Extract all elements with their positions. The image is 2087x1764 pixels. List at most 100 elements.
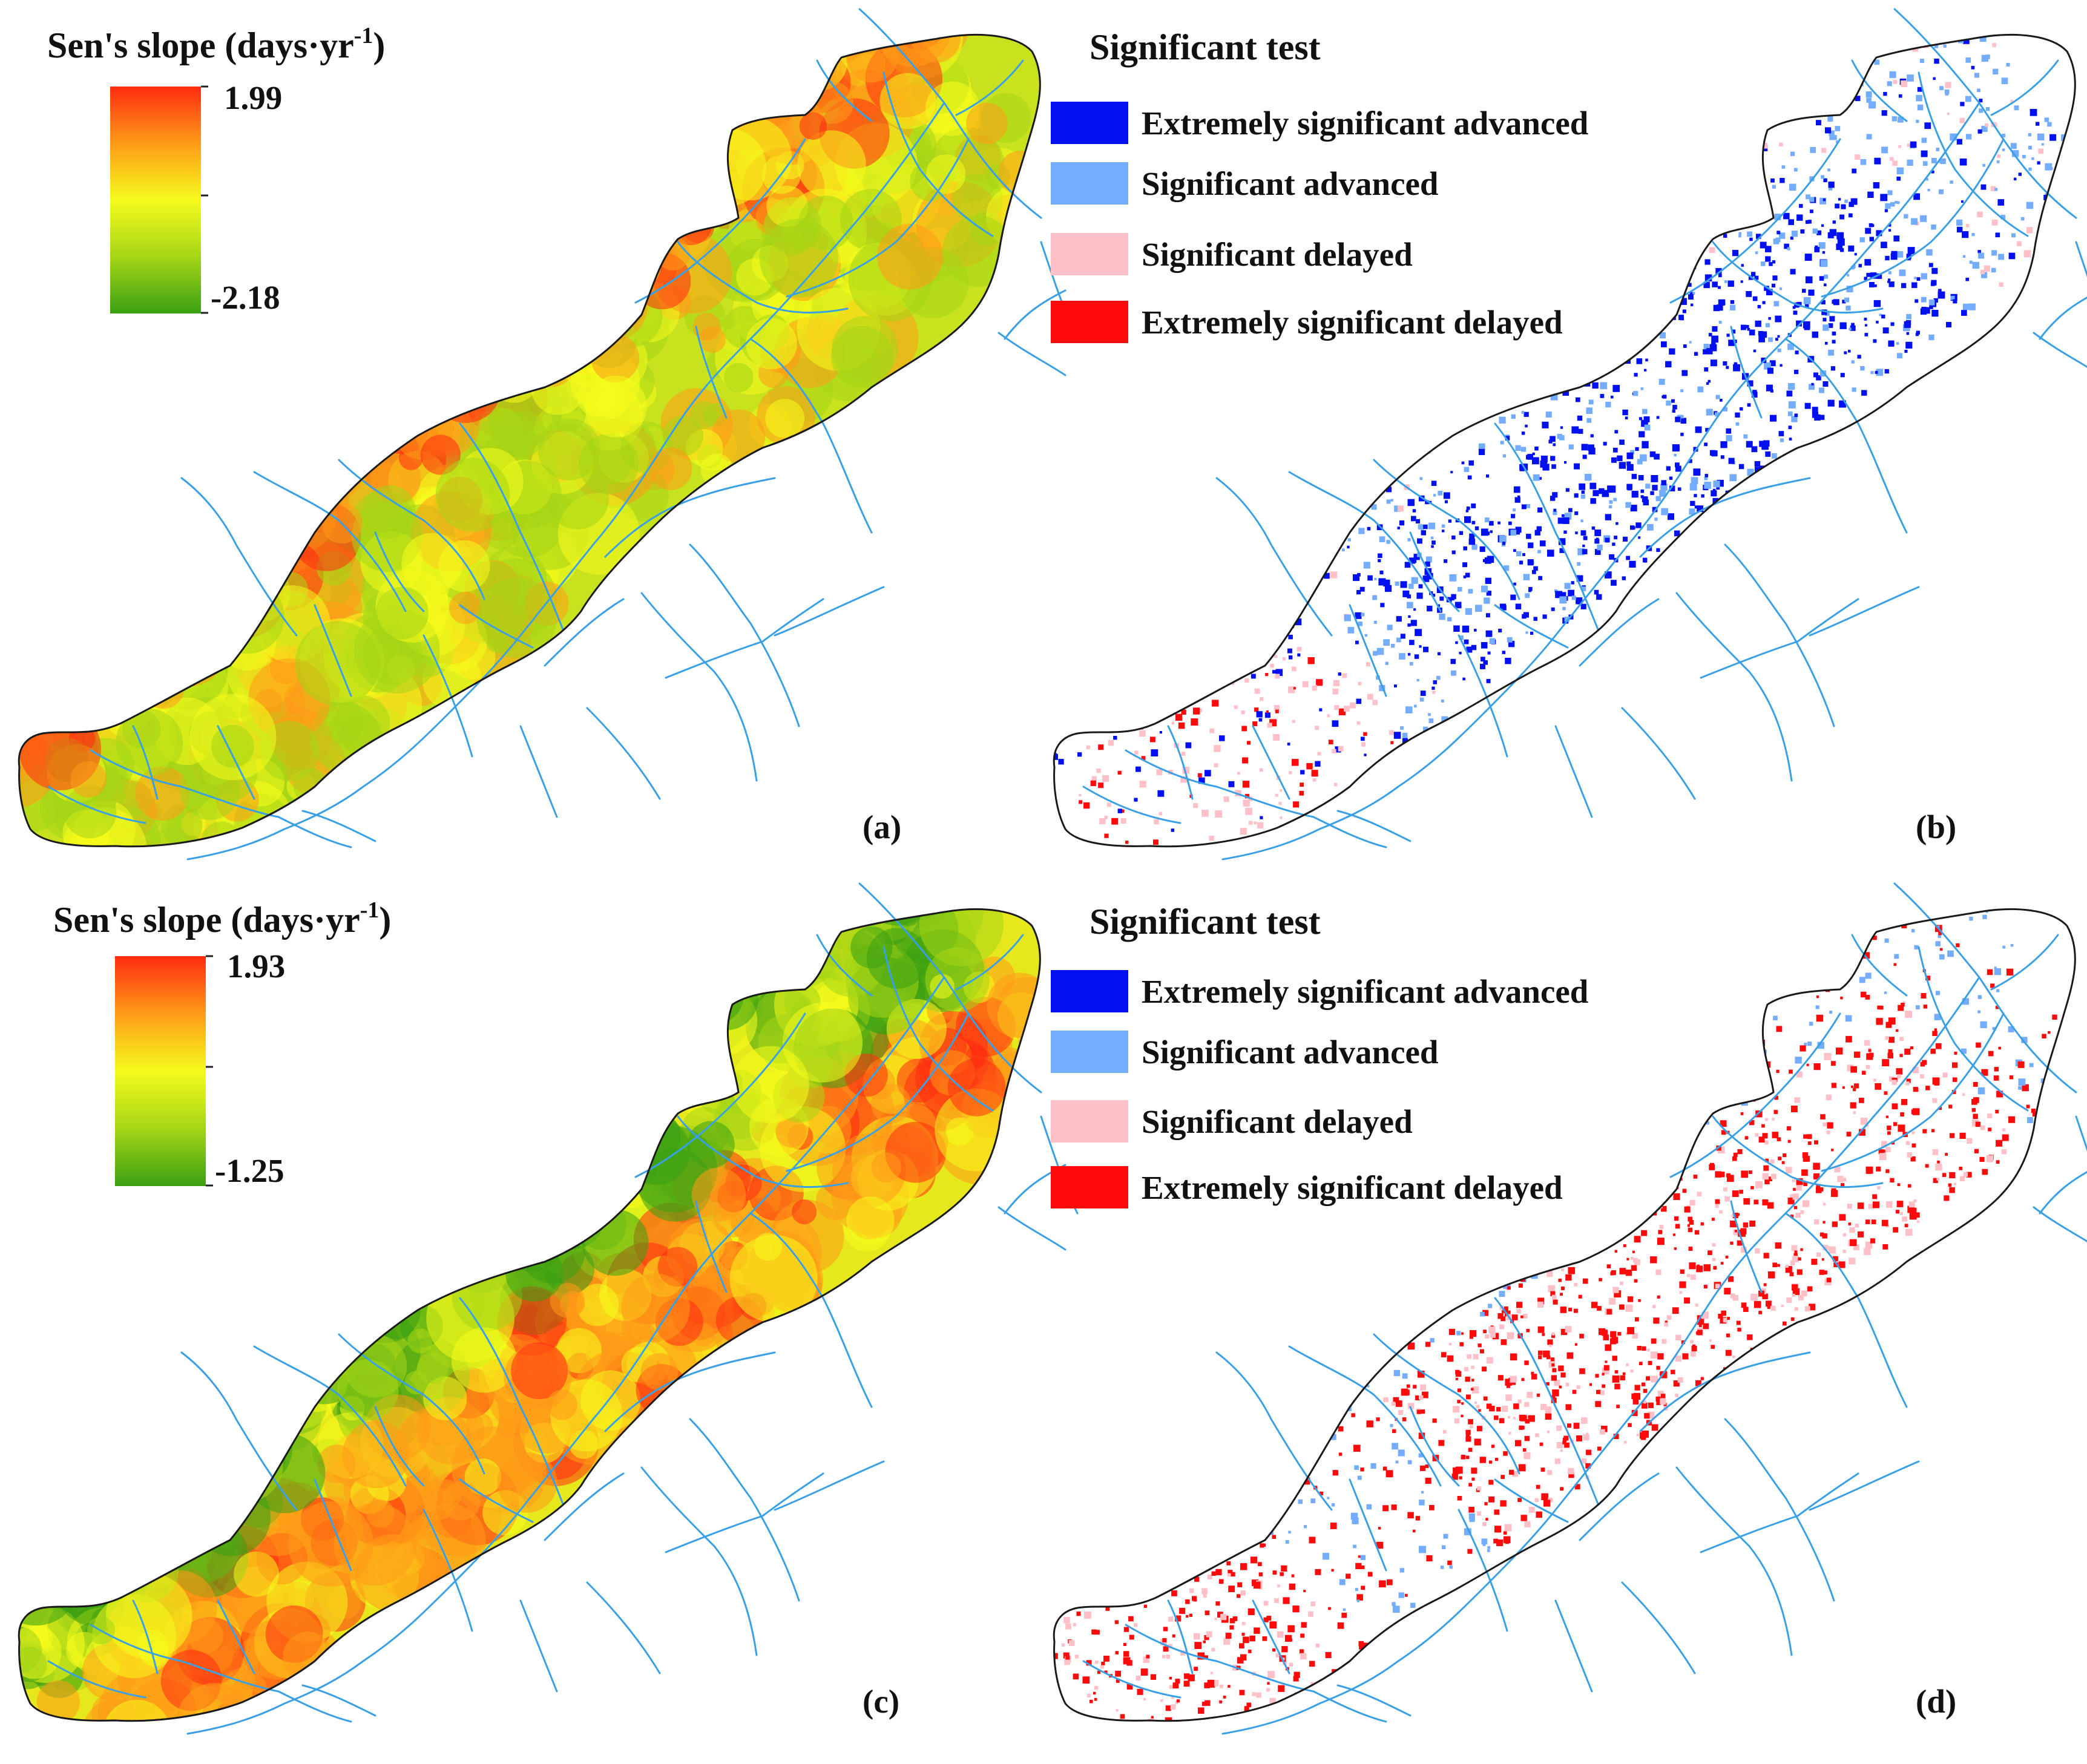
significance-pixel bbox=[1937, 1160, 1940, 1164]
significance-pixel bbox=[1600, 324, 1603, 327]
significance-pixel bbox=[1390, 421, 1395, 427]
significance-pixel bbox=[1934, 20, 1939, 25]
significance-pixel bbox=[1273, 522, 1277, 525]
color-ramp-a bbox=[110, 87, 201, 313]
significance-pixel bbox=[1953, 299, 1957, 304]
significance-pixel bbox=[1551, 607, 1555, 611]
slope-patch bbox=[567, 1126, 644, 1203]
significance-pixel bbox=[1638, 1165, 1642, 1169]
significance-pixel bbox=[1476, 1405, 1480, 1409]
significance-pixel bbox=[1571, 426, 1579, 434]
significance-pixel bbox=[1782, 1321, 1787, 1326]
significance-pixel bbox=[1576, 575, 1583, 582]
slope-patch bbox=[540, 1129, 607, 1196]
slope-patch bbox=[591, 333, 640, 382]
significance-pixel bbox=[1145, 1528, 1152, 1535]
slope-patch bbox=[395, 301, 438, 344]
significance-pixel bbox=[1740, 407, 1743, 411]
significance-pixel bbox=[1939, 86, 1944, 90]
significance-pixel bbox=[1839, 248, 1844, 252]
slope-patch bbox=[812, 909, 836, 925]
significance-pixel bbox=[1826, 1094, 1832, 1101]
slope-patch bbox=[402, 1197, 430, 1225]
significance-pixel bbox=[1536, 530, 1539, 534]
significance-pixel bbox=[1444, 559, 1448, 563]
significance-pixel bbox=[1682, 272, 1688, 279]
significance-pixel bbox=[1718, 1023, 1726, 1030]
significance-pixel bbox=[1197, 1652, 1205, 1660]
slope-patch bbox=[146, 575, 195, 624]
significance-pixel bbox=[1150, 1582, 1153, 1585]
significance-pixel bbox=[1578, 368, 1584, 374]
significance-pixel bbox=[1137, 1688, 1143, 1695]
significance-pixel bbox=[1545, 1413, 1552, 1420]
significance-pixel bbox=[1392, 1605, 1400, 1613]
significance-pixel bbox=[1505, 295, 1510, 301]
significance-pixel bbox=[2014, 105, 2019, 111]
significance-pixel bbox=[1549, 292, 1552, 295]
significance-pixel bbox=[1891, 116, 1897, 122]
significance-pixel bbox=[1565, 1326, 1572, 1333]
significance-pixel bbox=[1127, 1489, 1131, 1492]
significance-pixel bbox=[1175, 713, 1183, 721]
significance-pixel bbox=[1753, 349, 1757, 353]
significance-pixel bbox=[1638, 536, 1641, 539]
slope-patch bbox=[52, 565, 133, 646]
significance-pixel bbox=[1246, 649, 1249, 653]
significance-pixel bbox=[1471, 1365, 1474, 1369]
significance-pixel bbox=[1577, 311, 1584, 318]
significance-pixel bbox=[1262, 1636, 1267, 1641]
significance-pixel bbox=[1711, 335, 1718, 343]
significance-pixel bbox=[1315, 761, 1321, 767]
significance-pixel bbox=[1487, 651, 1491, 655]
slope-patch bbox=[613, 192, 649, 228]
significance-pixel bbox=[1709, 1164, 1715, 1170]
significance-pixel bbox=[2008, 252, 2016, 260]
significance-pixel bbox=[1687, 205, 1692, 209]
significance-pixel bbox=[1655, 244, 1661, 251]
significance-pixel bbox=[1896, 176, 1901, 181]
significance-pixel bbox=[1758, 114, 1762, 117]
slope-patch bbox=[966, 102, 1008, 145]
significance-pixel bbox=[1868, 101, 1876, 109]
significance-pixel bbox=[1718, 286, 1721, 289]
significance-pixel bbox=[1700, 1222, 1704, 1226]
significance-pixel bbox=[1099, 700, 1103, 704]
significance-pixel bbox=[1928, 263, 1933, 267]
significance-pixel bbox=[1537, 549, 1541, 554]
significance-pixel bbox=[1820, 1114, 1826, 1120]
significance-pixel bbox=[1626, 452, 1634, 459]
significance-pixel bbox=[1468, 1507, 1474, 1513]
significance-pixel bbox=[1402, 1373, 1408, 1379]
significance-pixel bbox=[1996, 989, 2000, 992]
significance-pixel bbox=[1297, 647, 1302, 652]
slope-patch bbox=[617, 1006, 674, 1063]
significance-pixel bbox=[1805, 220, 1809, 224]
slope-patch bbox=[337, 1359, 399, 1421]
significance-pixel bbox=[1925, 178, 1928, 181]
significance-pixel bbox=[1474, 1401, 1477, 1404]
significance-pixel bbox=[1097, 600, 1103, 606]
significance-pixel bbox=[1718, 321, 1722, 324]
significance-pixel bbox=[1465, 608, 1472, 615]
significance-pixel bbox=[1300, 1429, 1303, 1432]
significance-pixel bbox=[1384, 1328, 1387, 1332]
significance-pixel bbox=[1126, 1684, 1133, 1690]
significance-pixel bbox=[1876, 369, 1884, 376]
significance-pixel bbox=[1806, 1063, 1809, 1066]
significance-pixel bbox=[1715, 142, 1723, 149]
significance-pixel bbox=[1451, 550, 1456, 554]
significance-pixel bbox=[1665, 361, 1672, 368]
significance-pixel bbox=[1014, 1533, 1021, 1539]
significance-pixel bbox=[1165, 1705, 1171, 1711]
significance-pixel bbox=[1525, 424, 1528, 428]
significance-pixel bbox=[1690, 1351, 1696, 1357]
significance-pixel bbox=[1331, 1569, 1334, 1572]
significance-pixel bbox=[1328, 1607, 1331, 1610]
significance-pixel bbox=[1566, 1219, 1570, 1223]
significance-pixel bbox=[1790, 1317, 1795, 1321]
significance-pixel bbox=[1651, 1375, 1658, 1383]
significance-pixel bbox=[1680, 298, 1687, 305]
slope-patch bbox=[295, 1330, 330, 1364]
significance-pixel bbox=[1470, 647, 1473, 650]
